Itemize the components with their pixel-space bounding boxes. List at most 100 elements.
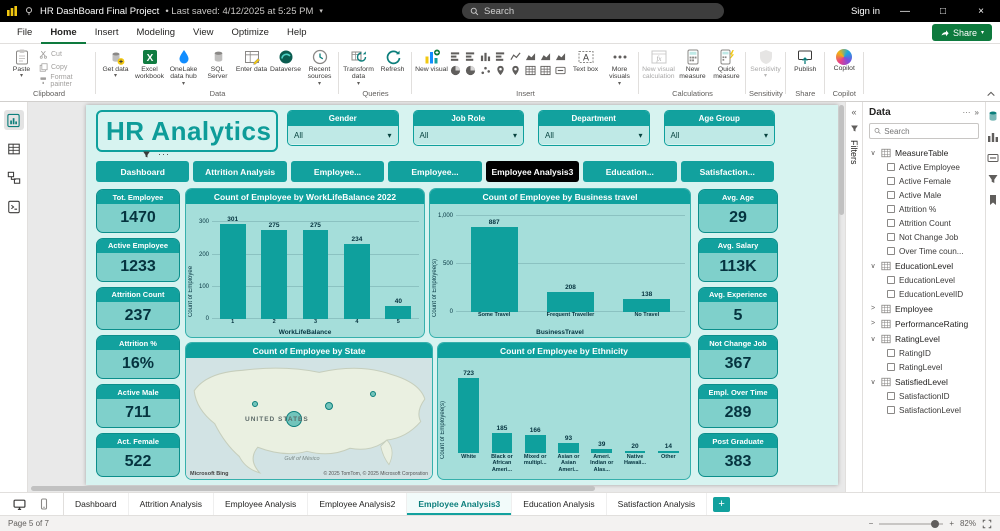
- bar-ameri-indian-or-alas[interactable]: [591, 448, 613, 453]
- slicer-dropdown[interactable]: All ▾: [539, 126, 649, 144]
- bar-frequent-traveller[interactable]: [546, 292, 595, 312]
- page-tab-satisfaction-analysis[interactable]: Satisfaction Analysis: [607, 493, 708, 515]
- kpi-avg-experience[interactable]: Avg. Experience 5: [698, 286, 778, 331]
- field-checkbox[interactable]: [887, 177, 895, 185]
- paste-button[interactable]: Paste ▾: [5, 46, 38, 80]
- global-search[interactable]: Search: [462, 3, 724, 19]
- filter-icon[interactable]: [142, 150, 151, 159]
- slicer-department[interactable]: Department All ▾: [539, 111, 649, 145]
- menu-insert[interactable]: Insert: [94, 26, 119, 38]
- stacked-column-visual-icon[interactable]: [479, 50, 492, 62]
- scatter-visual-icon[interactable]: [479, 64, 492, 76]
- more-visuals-button[interactable]: More visuals ▾: [603, 46, 636, 88]
- field-ratinglevel[interactable]: RatingLevel: [863, 360, 985, 374]
- transform-data-button[interactable]: Transform data ▾: [342, 46, 375, 88]
- sensitivity-button[interactable]: Sensitivity ▾: [749, 46, 782, 80]
- zoom-in-button[interactable]: +: [949, 519, 954, 528]
- field-over-time-coun[interactable]: Over Time coun...: [863, 244, 985, 258]
- new-visual-button[interactable]: New visual: [415, 46, 448, 73]
- nav-tab-employee[interactable]: Employee...: [388, 161, 482, 182]
- bar-black-or-african-ameri[interactable]: [491, 432, 513, 453]
- area-visual-icon[interactable]: [524, 50, 537, 62]
- bar-native-hawaii[interactable]: [624, 450, 646, 453]
- refresh-button[interactable]: Refresh: [376, 46, 409, 73]
- expand-chevron-icon[interactable]: ∨: [870, 262, 876, 270]
- expand-chevron-icon[interactable]: >: [870, 305, 876, 312]
- field-not-change-job[interactable]: Not Change Job: [863, 230, 985, 244]
- maximize-button[interactable]: □: [939, 5, 947, 17]
- kpi-avg-salary[interactable]: Avg. Salary 113K: [698, 237, 778, 282]
- clustered-bar-visual-icon[interactable]: [464, 50, 477, 62]
- stacked-area-visual-icon[interactable]: [539, 50, 552, 62]
- canvas-vertical-scrollbar[interactable]: [839, 105, 844, 483]
- zoom-slider-thumb[interactable]: [931, 519, 940, 528]
- kpi-act-female[interactable]: Act. Female 522: [96, 433, 180, 477]
- more-options-icon[interactable]: ···: [158, 149, 170, 159]
- bar-asian-or-asian-ameri[interactable]: [558, 442, 579, 453]
- chart-worklifebalance[interactable]: Count of Employee by WorkLifeBalance 202…: [186, 189, 424, 337]
- canvas-horizontal-scrollbar[interactable]: [31, 486, 836, 491]
- pin-icon[interactable]: [24, 6, 34, 16]
- slicer-dropdown[interactable]: All ▾: [288, 126, 398, 144]
- slicer-age-group[interactable]: Age Group All ▾: [664, 111, 774, 145]
- field-checkbox[interactable]: [887, 349, 895, 357]
- map-data-bubble[interactable]: [251, 400, 258, 407]
- bar-5[interactable]: [385, 306, 412, 319]
- text-box-button[interactable]: A Text box: [569, 46, 602, 73]
- field-attrition[interactable]: Attrition %: [863, 202, 985, 216]
- zoom-slider[interactable]: [879, 519, 944, 528]
- field-ratingid[interactable]: RatingID: [863, 346, 985, 360]
- kpi-post-graduate[interactable]: Post Graduate 383: [698, 433, 778, 477]
- model-view-button[interactable]: [4, 168, 24, 188]
- collapse-ribbon-icon[interactable]: [986, 90, 996, 98]
- bar-white[interactable]: [458, 378, 479, 453]
- field-checkbox[interactable]: [887, 191, 895, 199]
- kpi-not-change-job[interactable]: Not Change Job 367: [698, 335, 778, 380]
- page-tab-employee-analysis3[interactable]: Employee Analysis3: [407, 493, 513, 515]
- slicer-dropdown[interactable]: All ▾: [664, 126, 774, 144]
- visualizations-pane-icon[interactable]: [987, 131, 999, 143]
- table-satisfiedlevel[interactable]: ∨ SatisfiedLevel: [870, 376, 948, 387]
- field-checkbox[interactable]: [887, 247, 895, 255]
- menu-view[interactable]: View: [193, 26, 214, 38]
- field-active-male[interactable]: Active Male: [863, 188, 985, 202]
- expand-filters-icon[interactable]: «: [851, 107, 857, 117]
- menu-optimize[interactable]: Optimize: [231, 26, 269, 38]
- copy-button[interactable]: Copy: [39, 62, 93, 73]
- data-pane-more-icon[interactable]: ···: [962, 108, 971, 117]
- sql-server-button[interactable]: SQL Server: [201, 46, 234, 81]
- bar-4[interactable]: [344, 243, 370, 319]
- filters-pane-collapsed[interactable]: « Filters: [845, 102, 862, 492]
- field-checkbox[interactable]: [887, 290, 895, 298]
- recent-sources-button[interactable]: Recent sources ▾: [303, 46, 336, 88]
- kpi-avg-age[interactable]: Avg. Age 29: [698, 189, 778, 233]
- ribbon-chart-visual-icon[interactable]: [554, 50, 567, 62]
- copilot-button[interactable]: Copilot: [828, 46, 861, 72]
- field-educationlevelid[interactable]: EducationLevelID: [863, 287, 985, 301]
- title-caret-icon[interactable]: ▾: [319, 8, 323, 15]
- field-checkbox[interactable]: [887, 276, 895, 284]
- zoom-out-button[interactable]: −: [868, 519, 874, 528]
- excel-workbook-button[interactable]: X Excel workbook: [133, 46, 166, 81]
- page-tab-employee-analysis2[interactable]: Employee Analysis2: [308, 493, 408, 515]
- kpi-tot-employee[interactable]: Tot. Employee 1470: [96, 189, 180, 233]
- table-visual-icon[interactable]: [524, 64, 537, 76]
- quick-measure-button[interactable]: Quick measure: [710, 46, 743, 81]
- donut-visual-icon[interactable]: [464, 64, 477, 76]
- card-visual-icon[interactable]: [554, 64, 567, 76]
- matrix-visual-icon[interactable]: [539, 64, 552, 76]
- table-employee[interactable]: > Employee: [870, 303, 933, 314]
- filters-pane-icon[interactable]: [987, 173, 999, 185]
- report-page[interactable]: HR Analytics Gender All ▾ Job Role All ▾ Depar…: [86, 105, 838, 485]
- table-view-button[interactable]: [4, 139, 24, 159]
- dax-query-view-button[interactable]: [4, 197, 24, 217]
- field-satisfactionid[interactable]: SatisfactionID: [863, 389, 985, 403]
- format-painter-button[interactable]: Format painter: [39, 74, 93, 88]
- nav-tab-satisfaction[interactable]: Satisfaction...: [680, 161, 774, 182]
- nav-tab-employee-analysis3[interactable]: Employee Analysis3: [485, 161, 580, 182]
- bar-mixed-or-multipl[interactable]: [524, 434, 546, 453]
- page-tab-education-analysis[interactable]: Education Analysis: [512, 493, 607, 515]
- field-checkbox[interactable]: [887, 219, 895, 227]
- nav-tab-attrition-analysis[interactable]: Attrition Analysis: [193, 161, 287, 182]
- menu-modeling[interactable]: Modeling: [136, 26, 176, 38]
